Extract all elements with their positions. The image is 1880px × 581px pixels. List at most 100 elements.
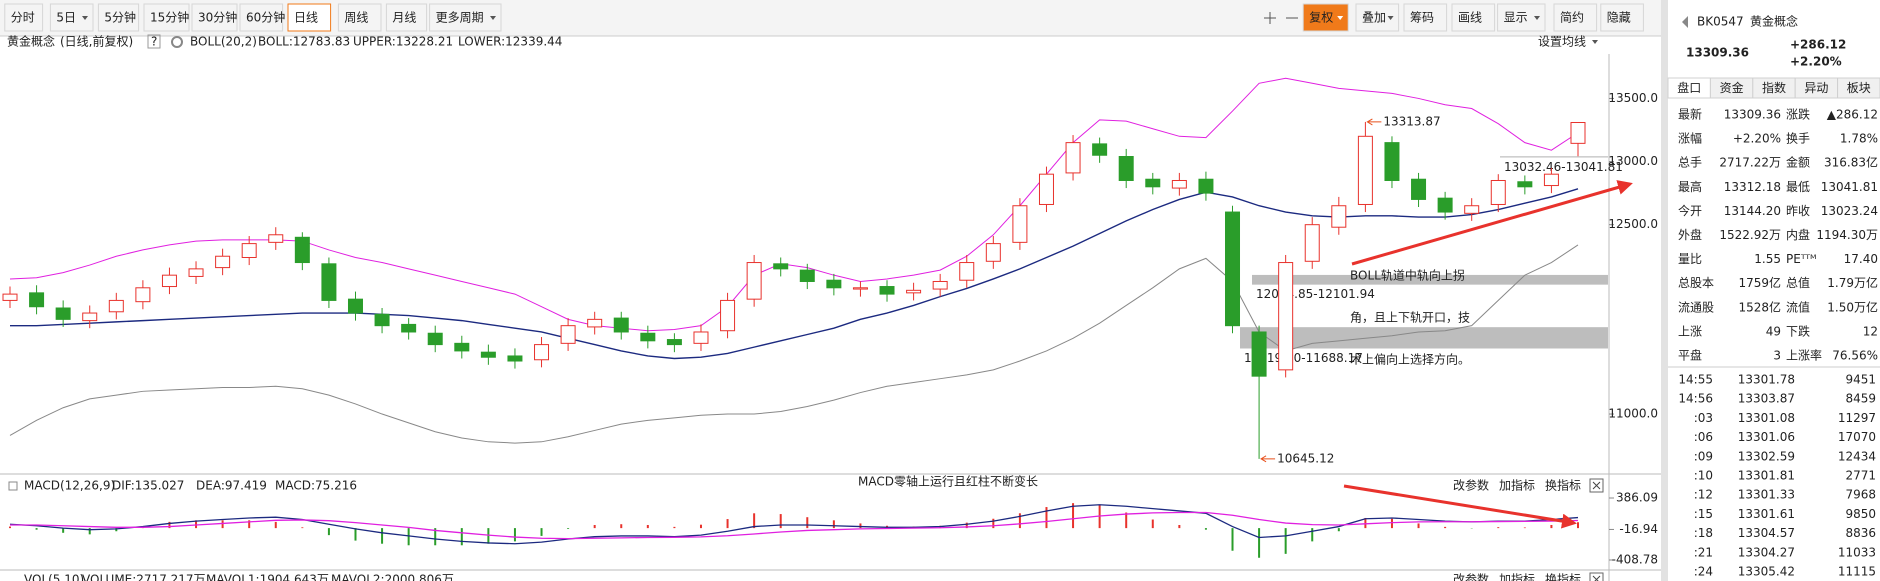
- macd-bar: [354, 528, 357, 541]
- dropdown-caret: [1592, 40, 1598, 44]
- price-band: [1252, 274, 1608, 285]
- panel-tool[interactable]: 换指标: [1545, 572, 1581, 581]
- macd-bar: [434, 528, 437, 546]
- macd-bar: [1125, 512, 1128, 529]
- period-button[interactable]: [287, 3, 332, 32]
- macd-bar: [1231, 528, 1234, 551]
- quote-label: 上涨率: [1786, 348, 1822, 363]
- quote-label: 换手: [1786, 132, 1810, 146]
- macd-bar: [115, 528, 118, 532]
- period-button[interactable]: [4, 3, 44, 32]
- macd-bar: [248, 520, 251, 529]
- panel-tool[interactable]: 换指标: [1545, 478, 1581, 493]
- candle-body: [454, 342, 470, 352]
- side-tab-label: 盘口: [1677, 80, 1701, 95]
- y-tick-label: 13500.0: [1608, 91, 1658, 105]
- period-button[interactable]: [429, 3, 502, 32]
- quote-value: 13309.36: [1724, 108, 1781, 122]
- period-button[interactable]: [239, 3, 284, 32]
- quote-label: 金额: [1786, 155, 1810, 170]
- info-name: 黄金概念: [7, 34, 55, 49]
- tick-volume: 2771: [1845, 469, 1876, 483]
- boll-lower: [9, 244, 1579, 444]
- tick-price: 13305.42: [1738, 565, 1795, 579]
- period-button[interactable]: [97, 3, 140, 32]
- y-tick-label: 12500.0: [1608, 217, 1658, 231]
- ma-setting[interactable]: 设置均线: [1538, 35, 1586, 49]
- tool-button[interactable]: [1451, 3, 1496, 32]
- annotation-text: BOLL轨道中轨向上拐: [1350, 268, 1465, 283]
- quote-label: 外盘: [1678, 227, 1702, 242]
- price-band: [1240, 327, 1608, 349]
- panel-tool[interactable]: 改参数: [1453, 478, 1489, 493]
- scrollbar[interactable]: [1661, 0, 1668, 581]
- panel-tool[interactable]: 加指标: [1499, 478, 1535, 493]
- macd-bar: [195, 520, 198, 529]
- side-name: 黄金概念: [1750, 14, 1798, 29]
- candle-body: [852, 287, 868, 290]
- candle-body: [587, 318, 603, 328]
- period-label: 30分钟: [198, 10, 237, 25]
- side-change: +286.12: [1790, 38, 1846, 52]
- tool-button[interactable]: [1553, 3, 1598, 32]
- side-pct: +2.20%: [1790, 55, 1842, 69]
- period-button[interactable]: [143, 3, 190, 32]
- quote-value: 1522.92万: [1719, 228, 1781, 242]
- quote-label: 下跌: [1786, 323, 1810, 338]
- candle-body: [1225, 211, 1241, 327]
- tick-volume: 11033: [1838, 545, 1876, 559]
- macd-bar: [567, 528, 570, 529]
- candle-body: [1517, 181, 1533, 188]
- candle-body: [1038, 173, 1054, 205]
- tick-volume: 8836: [1845, 526, 1876, 540]
- panel-tool[interactable]: 加指标: [1499, 572, 1535, 581]
- candle-body: [507, 355, 523, 362]
- dif-line: [9, 504, 1579, 545]
- period-label: 更多周期: [436, 11, 484, 25]
- quote-value: 1528亿: [1738, 299, 1781, 314]
- candle-body: [1145, 178, 1161, 188]
- info-upper: UPPER:13228.21: [353, 35, 453, 49]
- candle-body: [1118, 156, 1134, 181]
- tick-time: :09: [1694, 449, 1713, 463]
- period-button[interactable]: [337, 3, 382, 32]
- macd-bar: [1258, 528, 1261, 558]
- tick-time: :03: [1694, 411, 1713, 425]
- info-boll: BOLL:12783.83: [258, 35, 350, 49]
- tick-volume: 8459: [1845, 392, 1876, 406]
- tool-button[interactable]: [1600, 3, 1644, 32]
- macd-bar: [753, 513, 756, 529]
- panel-tool[interactable]: 改参数: [1453, 572, 1489, 581]
- tick-price: 13304.27: [1738, 545, 1795, 559]
- candle-body: [985, 243, 1001, 262]
- tick-price: 13301.08: [1738, 411, 1795, 425]
- candle-body: [1331, 205, 1347, 228]
- candle-body: [1251, 331, 1267, 377]
- annotation-text: 术上偏向上选择方向。: [1350, 352, 1470, 367]
- period-button[interactable]: [191, 3, 238, 32]
- side-tab-label: 资金: [1720, 80, 1744, 95]
- candle-body: [932, 280, 948, 290]
- close-button[interactable]: [1589, 572, 1604, 581]
- macd-bar: [1151, 519, 1154, 529]
- info-lower: LOWER:12339.44: [458, 35, 562, 49]
- candle-body: [268, 234, 284, 243]
- tool-button[interactable]: [1403, 3, 1448, 32]
- tick-volume: 11297: [1838, 411, 1876, 425]
- tick-price: 13301.81: [1738, 469, 1795, 483]
- macd-bar: [965, 522, 968, 529]
- tick-volume: 11115: [1838, 565, 1876, 579]
- quote-label: 上涨: [1678, 323, 1702, 338]
- macd-bar: [699, 524, 702, 529]
- vol-title: VOL(5,10): [24, 573, 84, 581]
- period-button[interactable]: [385, 3, 428, 32]
- vol-mavol1: MAVOL1:1904.643万: [206, 573, 329, 581]
- tick-price: 13304.57: [1738, 526, 1795, 540]
- candle-body: [1570, 122, 1586, 144]
- candle-body: [1411, 178, 1427, 200]
- tool-label: 筹码: [1410, 11, 1434, 25]
- tool-label: 简约: [1560, 10, 1584, 25]
- macd-bar: [88, 528, 91, 535]
- dropdown-caret: [82, 16, 88, 20]
- tick-time: :15: [1694, 507, 1713, 521]
